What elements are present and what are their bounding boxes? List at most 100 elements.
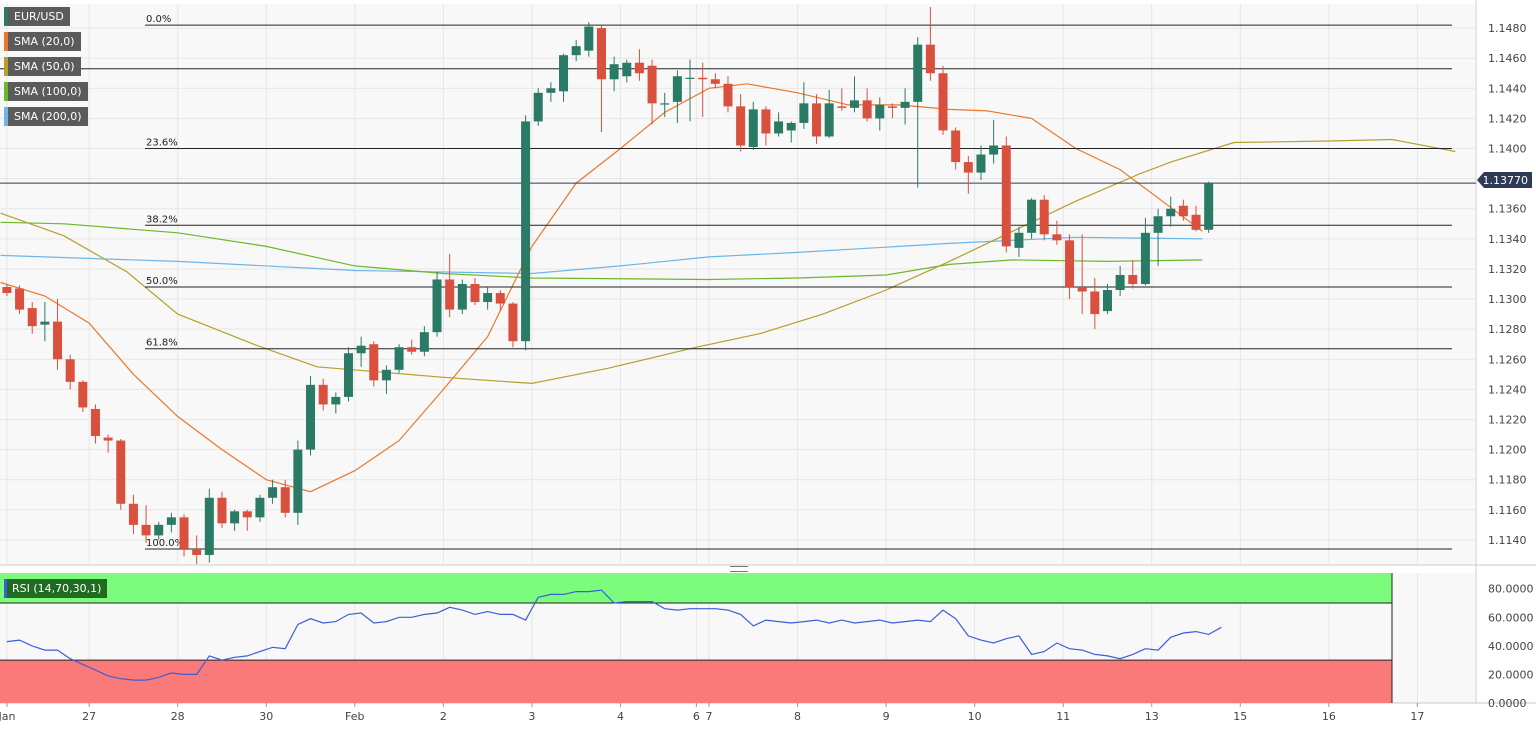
- candle: [989, 119, 999, 164]
- legend-color-swatch: [4, 57, 8, 76]
- candle-body: [78, 381, 88, 408]
- pane-splitter-handle[interactable]: [730, 566, 748, 572]
- candle-body: [799, 103, 809, 123]
- candle-body: [116, 440, 126, 504]
- candle: [1014, 226, 1024, 257]
- legend-color-swatch: [4, 7, 8, 26]
- candle: [913, 37, 923, 188]
- candle: [116, 439, 126, 510]
- candle-body: [925, 44, 935, 74]
- candle: [407, 339, 417, 355]
- fib-level-label: 100.0%: [146, 538, 184, 549]
- candle: [824, 89, 834, 138]
- candle-body: [1014, 232, 1024, 248]
- candle: [508, 302, 518, 348]
- candle: [103, 434, 113, 453]
- candle-body: [521, 121, 531, 342]
- fib-level-label: 38.2%: [146, 214, 178, 225]
- candle-body: [280, 487, 290, 513]
- candle-body: [660, 103, 670, 105]
- legend-item[interactable]: EUR/USD: [4, 7, 70, 26]
- candle-body: [1077, 287, 1087, 292]
- candle: [710, 73, 720, 89]
- candle: [685, 59, 695, 122]
- candle: [761, 106, 771, 146]
- candle: [280, 479, 290, 518]
- candle-body: [331, 396, 341, 405]
- candle: [53, 299, 63, 370]
- price-tick-label: 1.1240: [1488, 383, 1527, 396]
- candle: [533, 88, 543, 126]
- candle-body: [824, 103, 834, 137]
- candle-body: [445, 279, 455, 310]
- candle: [306, 375, 316, 456]
- candle-body: [862, 100, 872, 119]
- candle-body: [1204, 183, 1214, 230]
- candle-body: [1102, 290, 1112, 312]
- candle: [179, 514, 189, 557]
- time-tick-label: 28: [171, 710, 185, 723]
- time-tick-label: 4: [617, 710, 624, 723]
- legend-item[interactable]: SMA (200,0): [4, 107, 88, 126]
- candle: [495, 290, 505, 312]
- candle: [609, 56, 619, 92]
- legend-label: EUR/USD: [14, 10, 64, 23]
- candle: [1178, 199, 1188, 221]
- candle: [343, 347, 353, 402]
- current-price-label: 1.13770: [1482, 173, 1529, 187]
- candle: [521, 115, 531, 351]
- rsi-tick-label: 0.0000: [1488, 697, 1527, 710]
- candle: [774, 112, 784, 137]
- time-tick-label: 6: [693, 710, 700, 723]
- candle: [470, 277, 480, 306]
- candle-body: [470, 284, 480, 303]
- time-tick-label: Jan: [0, 710, 15, 723]
- candle-body: [369, 344, 379, 381]
- candle-body: [457, 284, 467, 310]
- candle: [419, 326, 429, 357]
- candle-body: [875, 104, 885, 119]
- price-tick-label: 1.1480: [1488, 22, 1527, 35]
- candle-body: [343, 353, 353, 397]
- candle: [748, 101, 758, 151]
- time-tick-label: 16: [1322, 710, 1336, 723]
- legend-color-swatch: [4, 32, 8, 51]
- time-tick-label: 27: [82, 710, 96, 723]
- time-tick-label: 10: [968, 710, 982, 723]
- candle-body: [533, 92, 543, 122]
- rsi-line: [6, 589, 1222, 681]
- candle: [786, 121, 796, 143]
- candle: [268, 479, 278, 504]
- legend-label: SMA (200,0): [14, 110, 82, 123]
- candle-body: [748, 109, 758, 148]
- price-tick-label: 1.1300: [1488, 293, 1527, 306]
- legend-item[interactable]: SMA (100,0): [4, 82, 88, 101]
- candle-body: [951, 130, 961, 163]
- legend-item[interactable]: SMA (50,0): [4, 57, 81, 76]
- candle: [698, 62, 708, 117]
- time-tick-label: 30: [259, 710, 273, 723]
- candle-body: [1052, 234, 1062, 241]
- candle: [1052, 220, 1062, 245]
- candle-body: [672, 76, 682, 102]
- candle-body: [736, 106, 746, 146]
- candle-body: [837, 106, 847, 108]
- candle-body: [230, 511, 240, 524]
- candle: [634, 49, 644, 81]
- candle-body: [204, 497, 214, 555]
- legend-item[interactable]: SMA (20,0): [4, 32, 81, 51]
- price-tick-label: 1.1140: [1488, 534, 1527, 547]
- candle: [457, 279, 467, 315]
- legend-label: SMA (20,0): [14, 35, 75, 48]
- candle-body: [27, 308, 37, 327]
- candle-body: [698, 77, 708, 80]
- candle: [318, 378, 328, 411]
- candle: [192, 535, 202, 564]
- candle: [723, 76, 733, 113]
- candle-body: [1065, 240, 1075, 288]
- candle-body: [306, 384, 316, 450]
- rsi-tick-label: 80.0000: [1488, 583, 1534, 596]
- time-tick-label: Feb: [345, 710, 364, 723]
- candle-body: [989, 145, 999, 155]
- candle-body: [1027, 199, 1037, 233]
